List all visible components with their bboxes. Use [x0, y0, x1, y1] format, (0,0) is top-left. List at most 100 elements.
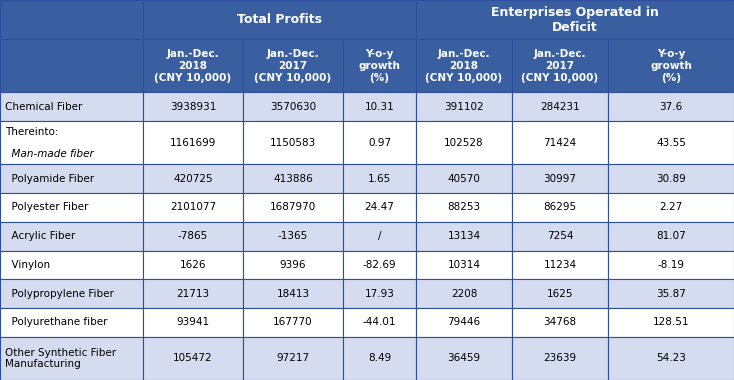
- Bar: [243, 250, 343, 279]
- Text: 2101077: 2101077: [170, 203, 216, 212]
- Text: 284231: 284231: [540, 102, 580, 112]
- Bar: [512, 222, 608, 250]
- Text: 71424: 71424: [543, 138, 577, 148]
- Text: -7865: -7865: [178, 231, 208, 241]
- Bar: [343, 222, 416, 250]
- Text: 7254: 7254: [547, 231, 573, 241]
- Bar: [243, 279, 343, 308]
- Text: 391102: 391102: [444, 102, 484, 112]
- Bar: [143, 308, 243, 337]
- Bar: [143, 250, 243, 279]
- Bar: [0, 121, 143, 164]
- Text: Man-made fiber: Man-made fiber: [5, 149, 94, 158]
- Text: 43.55: 43.55: [656, 138, 686, 148]
- Bar: [416, 308, 512, 337]
- Text: 54.23: 54.23: [656, 353, 686, 363]
- Bar: [608, 250, 734, 279]
- Text: 11234: 11234: [543, 260, 577, 270]
- Text: 1626: 1626: [180, 260, 206, 270]
- Text: Enterprises Operated in
Deficit: Enterprises Operated in Deficit: [491, 6, 659, 33]
- Bar: [243, 308, 343, 337]
- Bar: [343, 279, 416, 308]
- Bar: [0, 193, 143, 222]
- Text: 81.07: 81.07: [656, 231, 686, 241]
- Text: 21713: 21713: [176, 289, 210, 299]
- Text: 9396: 9396: [280, 260, 306, 270]
- Bar: [416, 279, 512, 308]
- Bar: [0, 250, 143, 279]
- Bar: [512, 164, 608, 193]
- Bar: [343, 39, 416, 92]
- Text: 88253: 88253: [448, 203, 481, 212]
- Bar: [512, 337, 608, 380]
- Bar: [0, 39, 143, 92]
- Bar: [143, 193, 243, 222]
- Text: 420725: 420725: [173, 174, 213, 184]
- Bar: [608, 308, 734, 337]
- Bar: [416, 92, 512, 121]
- Bar: [143, 92, 243, 121]
- Bar: [512, 279, 608, 308]
- Text: -44.01: -44.01: [363, 317, 396, 328]
- Text: 3570630: 3570630: [270, 102, 316, 112]
- Bar: [512, 250, 608, 279]
- Bar: [243, 164, 343, 193]
- Text: 102528: 102528: [444, 138, 484, 148]
- Text: 93941: 93941: [176, 317, 210, 328]
- Text: Chemical Fiber: Chemical Fiber: [5, 102, 82, 112]
- Text: 2.27: 2.27: [659, 203, 683, 212]
- Bar: [243, 92, 343, 121]
- Text: Jan.-Dec.
2018
(CNY 10,000): Jan.-Dec. 2018 (CNY 10,000): [154, 49, 231, 83]
- Text: 86295: 86295: [543, 203, 577, 212]
- Text: 1150583: 1150583: [270, 138, 316, 148]
- Text: -1365: -1365: [278, 231, 308, 241]
- Bar: [243, 222, 343, 250]
- Text: 8.49: 8.49: [368, 353, 391, 363]
- Bar: [243, 121, 343, 164]
- Text: 105472: 105472: [173, 353, 213, 363]
- Bar: [608, 193, 734, 222]
- Text: 10314: 10314: [448, 260, 481, 270]
- Text: Jan.-Dec.
2017
(CNY 10,000): Jan.-Dec. 2017 (CNY 10,000): [521, 49, 598, 83]
- Text: -82.69: -82.69: [363, 260, 396, 270]
- Text: 2208: 2208: [451, 289, 477, 299]
- Text: Jan.-Dec.
2018
(CNY 10,000): Jan.-Dec. 2018 (CNY 10,000): [426, 49, 503, 83]
- Bar: [416, 121, 512, 164]
- Text: 24.47: 24.47: [365, 203, 394, 212]
- Text: 34768: 34768: [543, 317, 577, 328]
- Text: Polyurethane fiber: Polyurethane fiber: [5, 317, 107, 328]
- Bar: [343, 164, 416, 193]
- Bar: [608, 337, 734, 380]
- Bar: [608, 279, 734, 308]
- Text: Polyamide Fiber: Polyamide Fiber: [5, 174, 94, 184]
- Bar: [416, 0, 734, 39]
- Bar: [0, 279, 143, 308]
- Text: Y-o-y
growth
(%): Y-o-y growth (%): [650, 49, 692, 83]
- Text: 13134: 13134: [448, 231, 481, 241]
- Text: Jan.-Dec.
2017
(CNY 10,000): Jan.-Dec. 2017 (CNY 10,000): [255, 49, 332, 83]
- Bar: [608, 39, 734, 92]
- Bar: [608, 164, 734, 193]
- Text: 3938931: 3938931: [170, 102, 217, 112]
- Bar: [416, 39, 512, 92]
- Text: Y-o-y
growth
(%): Y-o-y growth (%): [359, 49, 401, 83]
- Bar: [608, 222, 734, 250]
- Text: Thereinto:: Thereinto:: [5, 127, 59, 137]
- Bar: [343, 250, 416, 279]
- Bar: [143, 164, 243, 193]
- Bar: [143, 39, 243, 92]
- Bar: [512, 193, 608, 222]
- Bar: [143, 222, 243, 250]
- Bar: [343, 193, 416, 222]
- Bar: [343, 92, 416, 121]
- Text: /: /: [378, 231, 381, 241]
- Bar: [416, 222, 512, 250]
- Text: 1625: 1625: [547, 289, 573, 299]
- Bar: [608, 121, 734, 164]
- Text: Acrylic Fiber: Acrylic Fiber: [5, 231, 76, 241]
- Text: 79446: 79446: [448, 317, 481, 328]
- Bar: [143, 121, 243, 164]
- Bar: [243, 193, 343, 222]
- Text: Total Profits: Total Profits: [237, 13, 322, 26]
- Text: -8.19: -8.19: [658, 260, 685, 270]
